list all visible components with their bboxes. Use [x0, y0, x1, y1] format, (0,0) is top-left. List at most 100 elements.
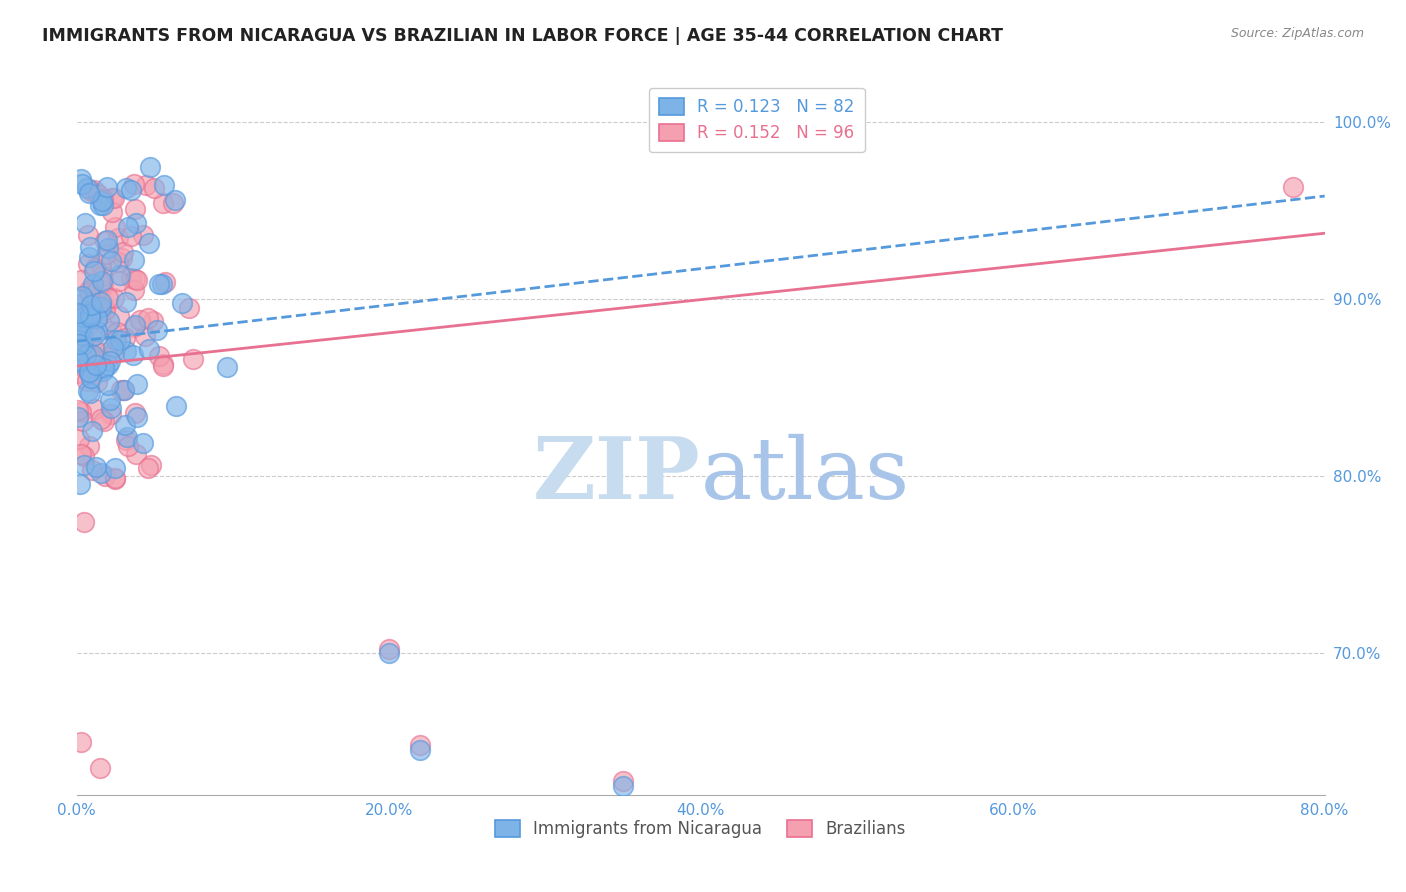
- Point: [70, 288, 93, 302]
- Point: [84, 402, 107, 417]
- Point: [98, 314, 121, 328]
- Point: [67, 432, 90, 446]
- Point: [1282, 180, 1305, 194]
- Point: [115, 295, 138, 310]
- Point: [70, 734, 93, 748]
- Point: [94, 469, 117, 483]
- Point: [73, 449, 96, 463]
- Point: [79, 240, 101, 254]
- Point: [120, 183, 142, 197]
- Point: [111, 245, 134, 260]
- Point: [90, 412, 112, 426]
- Point: [127, 377, 149, 392]
- Point: [100, 407, 122, 421]
- Point: [80, 298, 103, 312]
- Point: [94, 247, 117, 261]
- Point: [409, 743, 432, 757]
- Point: [80, 184, 103, 198]
- Text: IMMIGRANTS FROM NICARAGUA VS BRAZILIAN IN LABOR FORCE | AGE 35-44 CORRELATION CH: IMMIGRANTS FROM NICARAGUA VS BRAZILIAN I…: [42, 27, 1002, 45]
- Point: [153, 178, 176, 193]
- Point: [79, 385, 101, 400]
- Point: [121, 348, 143, 362]
- Point: [409, 738, 432, 752]
- Point: [77, 186, 100, 200]
- Point: [122, 284, 145, 298]
- Point: [612, 773, 634, 788]
- Point: [150, 277, 173, 291]
- Point: [124, 202, 146, 216]
- Point: [67, 367, 90, 381]
- Point: [132, 435, 155, 450]
- Point: [90, 466, 112, 480]
- Point: [138, 235, 160, 250]
- Point: [67, 306, 90, 320]
- Point: [82, 348, 104, 362]
- Point: [179, 301, 201, 315]
- Point: [69, 343, 91, 357]
- Point: [377, 642, 399, 657]
- Point: [79, 317, 101, 331]
- Point: [124, 318, 146, 332]
- Point: [120, 271, 142, 285]
- Text: ZIP: ZIP: [533, 434, 700, 517]
- Point: [217, 360, 239, 375]
- Point: [73, 315, 96, 329]
- Point: [76, 374, 98, 388]
- Point: [79, 307, 101, 321]
- Point: [121, 229, 143, 244]
- Point: [90, 294, 112, 309]
- Point: [148, 350, 170, 364]
- Point: [86, 324, 108, 338]
- Point: [100, 324, 122, 338]
- Point: [108, 309, 131, 323]
- Point: [77, 365, 100, 379]
- Point: [89, 761, 111, 775]
- Text: atlas: atlas: [700, 434, 910, 516]
- Point: [96, 179, 118, 194]
- Point: [72, 344, 94, 359]
- Point: [181, 352, 204, 367]
- Point: [104, 471, 127, 485]
- Point: [69, 477, 91, 491]
- Point: [125, 409, 148, 424]
- Point: [84, 460, 107, 475]
- Point: [124, 406, 146, 420]
- Point: [108, 268, 131, 282]
- Point: [139, 160, 162, 174]
- Point: [67, 298, 90, 312]
- Point: [73, 360, 96, 375]
- Point: [111, 251, 134, 265]
- Point: [67, 355, 90, 369]
- Point: [112, 383, 135, 397]
- Point: [90, 258, 112, 272]
- Point: [94, 234, 117, 248]
- Point: [72, 414, 94, 428]
- Point: [77, 316, 100, 330]
- Point: [76, 348, 98, 362]
- Point: [138, 342, 160, 356]
- Point: [101, 340, 124, 354]
- Point: [67, 326, 90, 341]
- Point: [152, 357, 174, 371]
- Point: [105, 333, 128, 347]
- Point: [80, 463, 103, 477]
- Point: [97, 291, 120, 305]
- Point: [77, 285, 100, 300]
- Point: [67, 409, 90, 424]
- Point: [104, 461, 127, 475]
- Point: [103, 292, 125, 306]
- Point: [79, 310, 101, 325]
- Point: [77, 250, 100, 264]
- Point: [125, 272, 148, 286]
- Point: [104, 472, 127, 486]
- Point: [72, 338, 94, 352]
- Point: [82, 362, 104, 376]
- Point: [90, 274, 112, 288]
- Point: [97, 351, 120, 365]
- Point: [67, 353, 90, 368]
- Point: [86, 187, 108, 202]
- Point: [122, 319, 145, 334]
- Point: [70, 404, 93, 418]
- Point: [82, 277, 104, 291]
- Point: [612, 779, 634, 793]
